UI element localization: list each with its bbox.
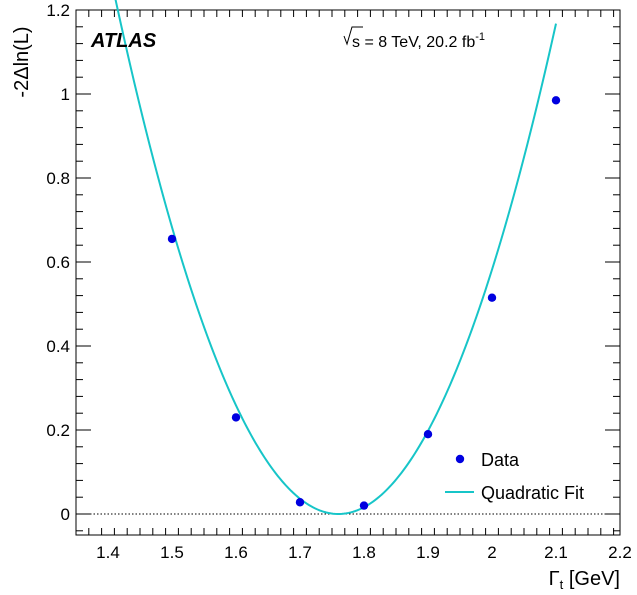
legend: Data Quadratic Fit [445, 450, 584, 503]
data-point [551, 96, 561, 105]
data-point [295, 498, 305, 507]
y-tick-label: 1 [61, 85, 70, 104]
x-tick-label: 1.9 [416, 543, 440, 562]
x-axis-title-subscript: t [560, 577, 564, 592]
x-axis-title: Γt [GeV] [549, 568, 620, 592]
y-tick-label: 0.6 [46, 253, 70, 272]
y-tick-label: 0.4 [46, 337, 70, 356]
x-tick-label: 1.5 [160, 543, 184, 562]
x-tick-label: 2 [487, 543, 496, 562]
y-tick-label: 1.2 [46, 1, 70, 20]
x-tick-label: 2.1 [544, 543, 568, 562]
legend-label-fit: Quadratic Fit [481, 483, 584, 503]
x-tick-label: 1.4 [96, 543, 120, 562]
energy-superscript: -1 [475, 31, 485, 43]
x-tick-label: 1.8 [352, 543, 376, 562]
plot-frame [75, 9, 621, 536]
fit-curve [114, 0, 557, 515]
y-tick-label: 0.8 [46, 169, 70, 188]
energy-text: s = 8 TeV, 20.2 fb-1 [352, 31, 485, 51]
data-point [487, 293, 497, 302]
x-axis-title-unit: [GeV] [563, 568, 620, 590]
data-point [231, 413, 241, 422]
energy-prefix: s = 8 TeV, 20.2 fb [352, 34, 475, 51]
x-tick-label: 1.6 [224, 543, 248, 562]
data-point [167, 234, 177, 244]
x-tick-label: 2.2 [608, 543, 632, 562]
legend-label-data: Data [481, 450, 520, 470]
energy-label: s = 8 TeV, 20.2 fb-1 [343, 26, 485, 51]
data-point [423, 430, 433, 439]
y-tick-label: 0.2 [46, 421, 70, 440]
data-point [359, 501, 369, 510]
y-axis-title: -2Δln(L) [11, 26, 33, 97]
legend-marker-data [455, 454, 465, 464]
atlas-label: ATLAS [90, 30, 157, 52]
x-tick-label: 1.7 [288, 543, 312, 562]
y-tick-label: 0 [61, 505, 70, 524]
sqrt-icon [343, 26, 363, 46]
x-axis-title-symbol: Γ [549, 568, 560, 590]
plot-area: 1.4 1.5 1.6 1.7 1.8 1.9 2 2.1 2.2 0 0.2 0.4 0.6 0.8 1 1… [46, 0, 632, 562]
